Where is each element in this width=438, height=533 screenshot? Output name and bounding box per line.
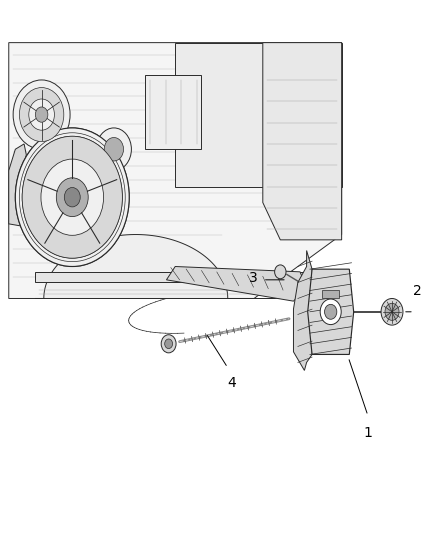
Polygon shape [9,144,26,227]
Polygon shape [35,235,342,298]
Circle shape [275,265,286,279]
Polygon shape [293,251,312,370]
FancyBboxPatch shape [322,290,339,298]
Polygon shape [307,269,354,354]
Circle shape [64,188,80,207]
Circle shape [161,335,176,353]
Text: 4: 4 [227,376,236,390]
Circle shape [104,138,124,161]
Circle shape [57,178,88,216]
Circle shape [320,299,341,325]
Polygon shape [166,266,307,301]
Circle shape [13,80,70,149]
Text: 2: 2 [413,285,422,298]
Circle shape [96,128,131,171]
Circle shape [385,303,399,320]
Circle shape [381,298,403,325]
Circle shape [19,87,64,142]
Circle shape [15,128,129,266]
FancyBboxPatch shape [145,75,201,149]
Text: 3: 3 [249,271,258,285]
Circle shape [29,99,54,130]
Circle shape [41,159,104,236]
Circle shape [15,128,129,266]
Polygon shape [175,43,342,187]
Circle shape [325,304,337,319]
Circle shape [22,136,122,258]
Polygon shape [263,43,342,240]
Circle shape [165,339,173,349]
Circle shape [35,107,48,122]
Text: 1: 1 [364,426,372,440]
Polygon shape [35,272,342,282]
Polygon shape [9,43,342,298]
